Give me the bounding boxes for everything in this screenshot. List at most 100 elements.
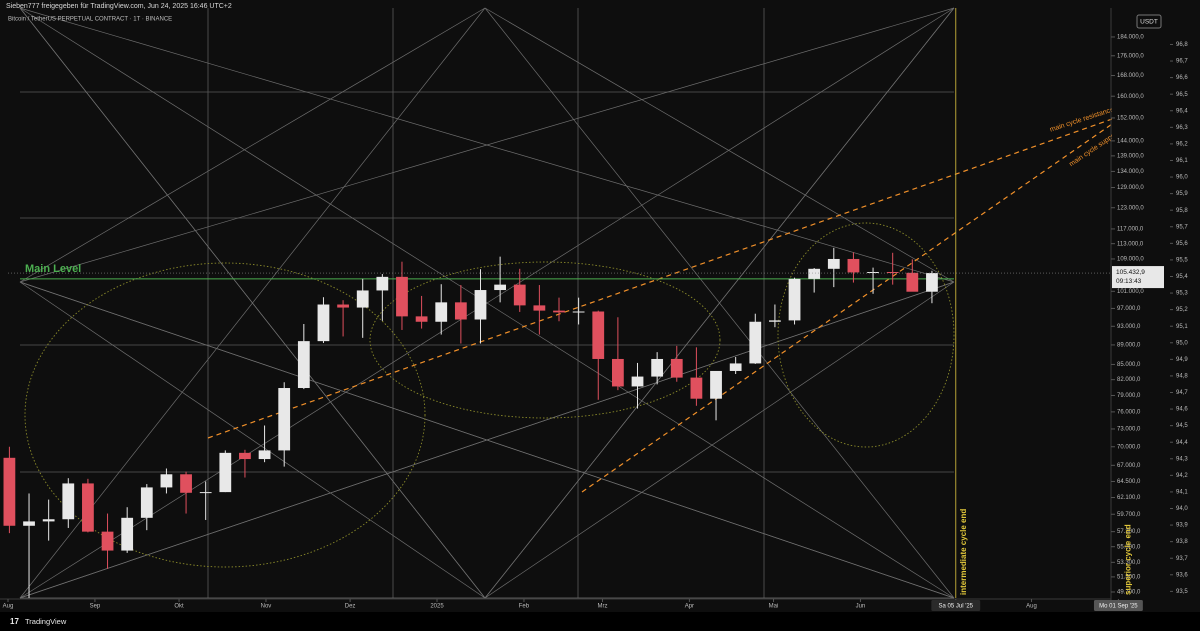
y2-tick-label: 94,7: [1176, 390, 1188, 396]
x-tick-label: Okt: [174, 604, 184, 610]
y2-tick-label: 94,1: [1176, 490, 1188, 496]
candle-body: [788, 278, 801, 321]
candle-body: [3, 457, 16, 526]
candle-body: [454, 302, 467, 320]
y2-tick-label: 93,6: [1176, 572, 1188, 578]
candle-body: [435, 302, 448, 322]
candle-body: [494, 284, 507, 291]
candle-body: [356, 290, 369, 308]
candle-body: [101, 531, 114, 551]
x-tick-label: Aug: [3, 604, 14, 610]
y2-tick-label: 93,5: [1176, 589, 1188, 595]
y-tick-label: 70.000,0: [1117, 444, 1141, 450]
x-tick-label: Sa 05 Jul '25: [939, 604, 974, 610]
y2-tick-label: 93,8: [1176, 539, 1188, 545]
y-tick-label: 53.300,0: [1117, 560, 1141, 566]
candle-body: [376, 276, 389, 291]
candle-body: [749, 321, 762, 364]
x-label-box: [931, 600, 981, 611]
y2-tick-label: 94,2: [1176, 473, 1188, 479]
y-tick-label: 55.300,0: [1117, 544, 1141, 550]
shared-by: Sieben777 freigegeben für TradingView.co…: [6, 3, 232, 10]
y2-tick-label: 95,1: [1176, 324, 1188, 330]
y2-tick-label: 96,4: [1176, 108, 1188, 114]
brand: TradingView: [25, 617, 67, 626]
candle-body: [317, 304, 330, 342]
y-tick-label: 85.000,0: [1117, 362, 1141, 368]
candle-body: [42, 519, 55, 522]
candle-body: [23, 521, 35, 526]
y-tick-label: 123.000,0: [1117, 205, 1144, 211]
y2-tick-label: 95,9: [1176, 191, 1188, 197]
y-tick-label: 76.000,0: [1117, 409, 1141, 415]
candles: [3, 247, 938, 598]
y-tick-label: 160.000,0: [1117, 94, 1144, 100]
y2-tick-label: 94,6: [1176, 407, 1188, 413]
candle-body: [867, 272, 879, 274]
candle-body: [337, 304, 349, 308]
candle-body: [592, 311, 605, 359]
candle-body: [121, 517, 134, 551]
y-tick-label: 93.000,0: [1117, 324, 1141, 330]
y-tick-label: 79.000,0: [1117, 393, 1141, 399]
y-tick-label: 152.000,0: [1117, 116, 1144, 122]
currency-box[interactable]: [1136, 14, 1162, 29]
cycle-end-label: superior cycle end: [1124, 524, 1133, 595]
candle-body: [670, 358, 683, 378]
y-tick-label: 117.000,0: [1117, 227, 1144, 233]
y2-tick-label: 96,5: [1176, 92, 1188, 98]
brand-icon: 17: [10, 617, 19, 626]
x-tick-label: Feb: [519, 604, 530, 610]
candle-body: [239, 452, 251, 460]
y2-tick-label: 94,4: [1176, 440, 1188, 446]
candle-body: [297, 341, 310, 389]
y2-tick-label: 95,5: [1176, 257, 1188, 263]
candle-body: [513, 284, 526, 306]
x-tick-label: Aug: [1026, 604, 1037, 610]
y-tick-label: 73.000,0: [1117, 427, 1141, 433]
candle-body: [651, 358, 664, 377]
y2-tick-label: 94,9: [1176, 357, 1188, 363]
y2-tick-label: 96,7: [1176, 59, 1188, 65]
currency[interactable]: USDT: [1140, 19, 1158, 26]
cycle-end-label: intermediate cycle end: [959, 509, 968, 595]
y2-tick-label: 96,3: [1176, 125, 1188, 131]
y2-tick-label: 96,0: [1176, 175, 1188, 181]
y-tick-label: 64.500,0: [1117, 479, 1141, 485]
y2-tick-label: 95,2: [1176, 307, 1188, 313]
candle-body: [710, 370, 722, 399]
x-tick-label: Sep: [90, 604, 101, 610]
y2-tick-label: 95,0: [1176, 340, 1188, 346]
y-tick-label: 109.000,0: [1117, 257, 1144, 263]
y2-tick-label: 93,9: [1176, 523, 1188, 529]
x-tick-label: 2025: [430, 604, 444, 610]
candle-body: [160, 474, 173, 488]
y-tick-label: 101.000,0: [1117, 289, 1144, 295]
drawings: [19, 7, 1116, 599]
candle-body: [62, 483, 75, 520]
symbol-title: Bitcoin / TetherUS PERPETUAL CONTRACT · …: [8, 17, 172, 23]
y2-tick-label: 95,7: [1176, 224, 1188, 230]
y2-tick-label: 94,0: [1176, 506, 1188, 512]
y-tick-label: 62.100,0: [1117, 495, 1141, 501]
candle-body: [847, 258, 860, 273]
candle-body: [808, 268, 821, 279]
y-tick-label: 57.300,0: [1117, 529, 1141, 535]
x-tick-label: Nov: [261, 604, 272, 610]
y-tick-label: 129.000,0: [1117, 185, 1144, 191]
candle-body: [474, 290, 487, 320]
y-tick-label: 113.000,0: [1117, 241, 1144, 247]
y2-tick-label: 96,8: [1176, 42, 1188, 48]
y-tick-label: 97.000,0: [1117, 306, 1141, 312]
last-price-box: [1112, 266, 1164, 289]
candle-body: [729, 363, 742, 371]
y2-tick-label: 95,3: [1176, 291, 1188, 297]
y2-tick-label: 94,5: [1176, 423, 1188, 429]
candle-body: [611, 358, 624, 387]
price-axis-bg: [1112, 8, 1200, 598]
main-level-label: Main Level: [25, 263, 81, 275]
y-tick-label: 51.500,0: [1117, 574, 1141, 580]
candle-body: [553, 310, 565, 313]
x-tick-label: Mrz: [597, 604, 607, 610]
y-tick-label: 67.000,0: [1117, 463, 1141, 469]
